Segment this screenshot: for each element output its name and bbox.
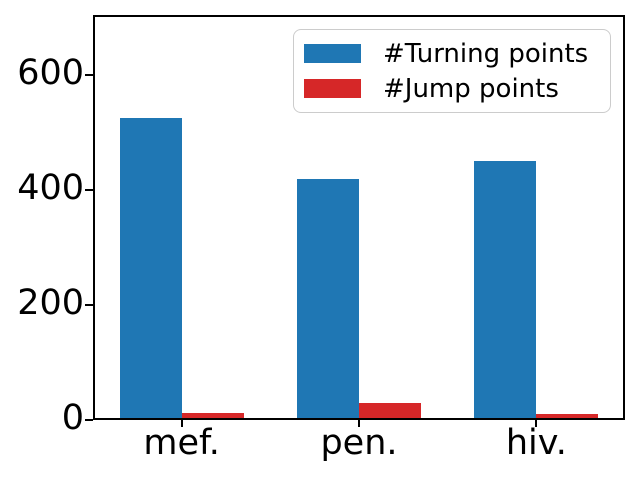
y-tick-label: 0: [61, 398, 84, 439]
legend-label-turning-points: #Turning points: [383, 38, 589, 69]
y-tick-label: 600: [17, 53, 84, 94]
bar-pen-turning-points: [297, 178, 359, 418]
plot-area: [93, 15, 625, 420]
x-tick-label-pen: pen.: [320, 423, 398, 463]
x-tick-mark: [358, 420, 360, 427]
bar-pen-jump-points: [359, 402, 421, 418]
x-tick-mark: [535, 420, 538, 427]
bar-hiv-jump-points: [536, 414, 599, 418]
x-tick-mark: [180, 420, 183, 427]
legend-label-jump-points: #Jump points: [383, 73, 559, 104]
y-tick-mark: [85, 304, 93, 307]
x-tick-label-mef: mef.: [143, 423, 220, 463]
x-tick-label-hiv: hiv.: [505, 423, 567, 463]
bar-mef-jump-points: [181, 413, 244, 418]
turning-points-swatch-icon: [304, 44, 361, 63]
y-tick-label: 200: [17, 283, 84, 324]
bar-mef-turning-points: [119, 118, 182, 418]
y-tick-mark: [85, 189, 93, 192]
legend-item-turning-points: #Turning points: [304, 41, 600, 67]
y-tick-label: 400: [17, 168, 84, 209]
y-tick-mark: [85, 74, 93, 77]
bar-hiv-turning-points: [474, 161, 537, 418]
legend: #Turning points #Jump points: [293, 29, 611, 113]
y-tick-mark: [85, 419, 93, 421]
jump-points-swatch-icon: [304, 79, 361, 98]
legend-item-jump-points: #Jump points: [304, 76, 600, 102]
